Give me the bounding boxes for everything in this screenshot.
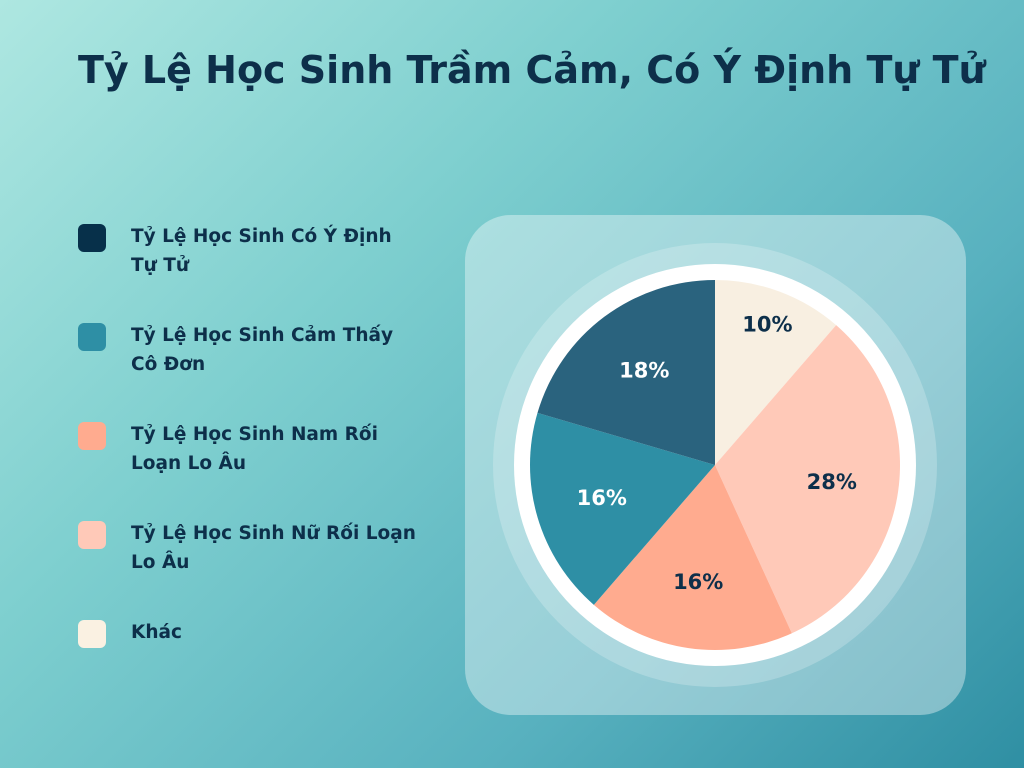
pie-slice [715, 325, 900, 634]
slice-percent-label: 28% [807, 470, 857, 494]
legend-item: Tỷ Lệ Học Sinh Có Ý Định Tự Tử [78, 222, 418, 280]
legend-item: Tỷ Lệ Học Sinh Nữ Rối Loạn Lo Âu [78, 519, 418, 577]
chart-title: Tỷ Lệ Học Sinh Trầm Cảm, Có Ý Định Tự Tử [78, 48, 986, 92]
legend-swatch [78, 521, 106, 549]
legend-item: Tỷ Lệ Học Sinh Cảm Thấy Cô Đơn [78, 321, 418, 379]
pie-slice [593, 465, 792, 650]
pie-slices [530, 280, 900, 650]
pie-slice [537, 280, 715, 465]
legend-swatch [78, 422, 106, 450]
slice-percent-label: 18% [619, 359, 669, 383]
slice-percent-label: 16% [577, 486, 627, 510]
legend-swatch [78, 224, 106, 252]
legend-item: Khác [78, 618, 418, 648]
legend-label: Khác [131, 622, 182, 643]
legend-label: Tỷ Lệ Học Sinh Cảm Thấy Cô Đơn [131, 325, 394, 375]
pie-slice [715, 280, 837, 465]
legend-swatch [78, 323, 106, 351]
legend-swatch [78, 620, 106, 648]
pie-labels: 10% 28% 16% 16% 18% [577, 312, 857, 593]
legend-label: Tỷ Lệ Học Sinh Có Ý Định Tự Tử [131, 226, 392, 276]
legend-label: Tỷ Lệ Học Sinh Nam Rối Loạn Lo Âu [131, 424, 378, 474]
legend-label: Tỷ Lệ Học Sinh Nữ Rối Loạn Lo Âu [131, 523, 416, 573]
legend-item: Tỷ Lệ Học Sinh Nam Rối Loạn Lo Âu [78, 420, 418, 478]
slice-percent-label: 16% [673, 570, 723, 594]
pie-slice [530, 412, 715, 605]
slice-percent-label: 10% [742, 312, 792, 336]
